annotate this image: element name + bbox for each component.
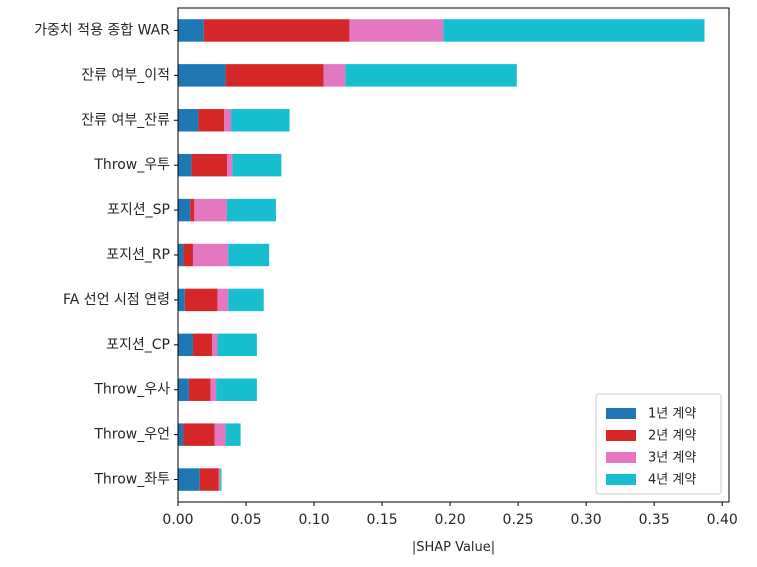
- bar-segment: [178, 243, 184, 267]
- bar-segment: [203, 19, 350, 42]
- bar-segment: [224, 109, 232, 132]
- y-tick-label: 포지션_CP: [106, 337, 170, 353]
- bar-segment: [345, 64, 517, 87]
- x-tick-label: 0.05: [230, 512, 261, 528]
- bar-segment: [232, 153, 282, 177]
- bar-segment: [178, 109, 199, 132]
- bars-layer: [178, 19, 705, 491]
- x-tick-label: 0.20: [435, 512, 466, 528]
- x-tick-label: 0.30: [571, 512, 602, 528]
- legend-label: 3년 계약: [648, 451, 696, 466]
- legend-swatch: [606, 408, 636, 419]
- y-tick-label: FA 선언 시점 연령: [63, 292, 170, 308]
- bar-segment: [194, 198, 227, 222]
- bar-segment: [216, 378, 257, 401]
- bar-segment: [323, 64, 346, 87]
- legend: 1년 계약 2년 계약 3년 계약 4년 계약: [595, 393, 722, 495]
- bar-segment: [192, 333, 213, 357]
- x-axis: 0.00 0.05 0.10 0.15 0.20 0.25 0.30 0.35 0.40: [162, 502, 738, 528]
- bar-segment: [190, 198, 195, 222]
- x-tick-label: 0.25: [503, 512, 534, 528]
- bar-segment: [183, 243, 193, 267]
- bar-segment: [178, 153, 192, 177]
- y-tick-label: 가중치 적용 종합 WAR: [34, 22, 170, 38]
- bar-segment: [225, 64, 324, 87]
- bar-segment: [178, 423, 184, 446]
- bar-segment: [443, 19, 705, 42]
- legend-swatch: [606, 474, 636, 485]
- y-tick-label: Throw_우언: [93, 427, 170, 443]
- legend-swatch: [606, 452, 636, 463]
- y-tick-label: 포지션_RP: [106, 247, 170, 263]
- bar-segment: [210, 378, 217, 401]
- bar-segment: [349, 19, 444, 42]
- x-tick-label: 0.40: [707, 512, 738, 528]
- bar-segment: [183, 423, 215, 446]
- bar-segment: [226, 198, 276, 222]
- bar-segment: [184, 288, 218, 312]
- bar-segment: [212, 333, 218, 357]
- bar-segment: [178, 468, 200, 491]
- bar-segment: [228, 288, 264, 312]
- bar-segment: [191, 153, 227, 177]
- bar-segment: [178, 333, 193, 357]
- y-tick-label: 잔류 여부_잔류: [81, 112, 170, 128]
- x-tick-label: 0.35: [639, 512, 670, 528]
- bar-segment: [226, 153, 233, 177]
- bar-segment: [178, 64, 226, 87]
- x-tick-label: 0.10: [298, 512, 329, 528]
- bar-segment: [220, 468, 222, 491]
- legend-label: 2년 계약: [648, 429, 696, 444]
- bar-segment: [198, 109, 225, 132]
- bar-segment: [178, 288, 185, 312]
- x-axis-label: |SHAP Value|: [412, 540, 495, 555]
- y-axis: Throw_좌투 Throw_우언 Throw_우사 포지션_CP FA 선언 시점 연…: [34, 22, 178, 488]
- legend-label: 4년 계약: [648, 473, 696, 488]
- y-tick-label: 잔류 여부_이적: [81, 67, 170, 83]
- bar-segment: [214, 423, 226, 446]
- bar-segment: [228, 243, 270, 267]
- bar-segment: [218, 468, 221, 491]
- x-tick-label: 0.00: [162, 512, 193, 528]
- y-tick-label: Throw_우투: [93, 157, 170, 173]
- bar-segment: [231, 109, 290, 132]
- y-tick-label: 포지션_SP: [107, 202, 170, 218]
- y-tick-label: Throw_우사: [93, 382, 170, 398]
- bar-segment: [188, 378, 211, 401]
- bar-segment: [225, 423, 241, 446]
- y-tick-label: Throw_좌투: [93, 472, 170, 488]
- bar-segment: [217, 288, 229, 312]
- bar-segment: [217, 333, 257, 357]
- bar-segment: [192, 243, 229, 267]
- bar-segment: [178, 378, 189, 401]
- legend-label: 1년 계약: [648, 407, 696, 422]
- legend-swatch: [606, 430, 636, 441]
- bar-segment: [199, 468, 219, 491]
- bar-segment: [178, 19, 204, 42]
- x-tick-label: 0.15: [366, 512, 397, 528]
- bar-segment: [178, 198, 191, 222]
